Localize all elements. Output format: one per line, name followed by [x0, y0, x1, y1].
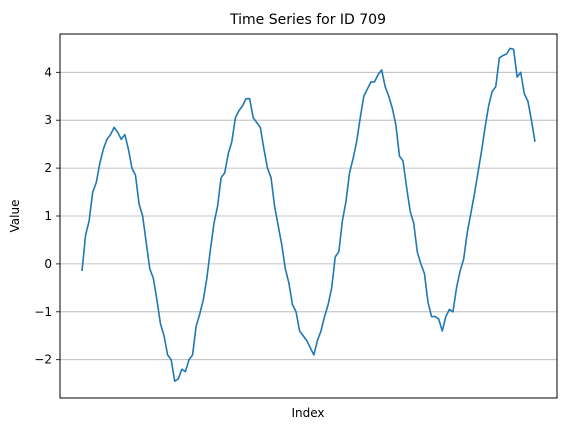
y-tick-label: 1	[44, 209, 52, 223]
plot-frame	[59, 33, 558, 399]
y-tick-label: 3	[44, 113, 52, 127]
y-tick-label: −2	[34, 353, 52, 367]
x-axis-label: Index	[291, 406, 324, 420]
y-tick-label: 4	[44, 65, 52, 79]
y-tick-label: −1	[34, 305, 52, 319]
chart-title: Time Series for ID 709	[229, 12, 386, 28]
y-axis-ticks: −2 −1 0 1 2 3 4	[34, 65, 60, 367]
y-axis-label: Value	[8, 200, 22, 233]
y-tick-label: 2	[44, 161, 52, 175]
series-layer	[81, 47, 536, 383]
y-tick-label: 0	[44, 257, 52, 271]
series-line	[81, 47, 536, 383]
